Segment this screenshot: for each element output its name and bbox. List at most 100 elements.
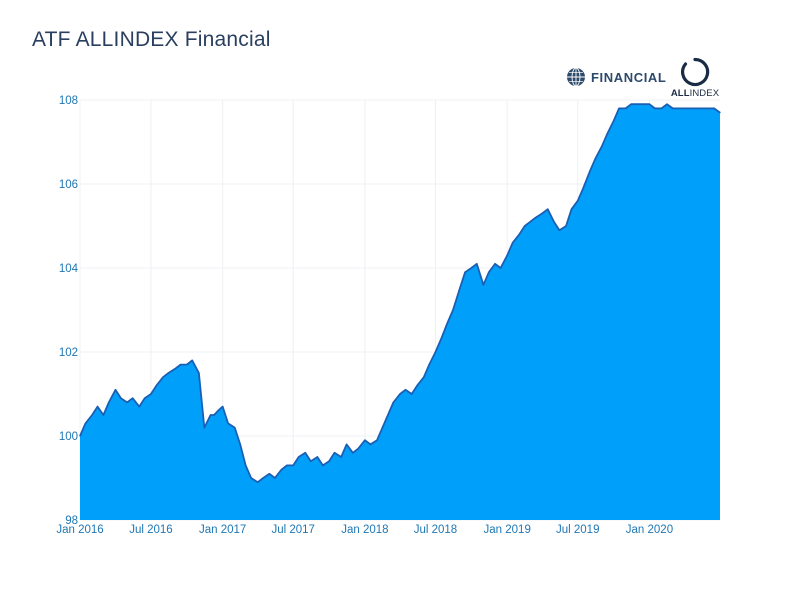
data-point (250, 477, 252, 479)
data-point (167, 372, 170, 374)
data-point (227, 422, 229, 424)
data-point (346, 443, 348, 445)
data-point (198, 372, 200, 374)
data-point (340, 456, 342, 458)
y-tick-label: 106 (59, 179, 78, 191)
data-point (369, 443, 371, 445)
series-line (79, 103, 721, 484)
allindex-logo-bold: ALL (670, 88, 690, 99)
series-area (80, 104, 720, 520)
data-point (524, 225, 526, 227)
data-point (274, 477, 276, 479)
data-point (387, 414, 389, 416)
data-point (316, 456, 318, 458)
x-tick-label: Jul 2017 (271, 524, 314, 536)
data-point (459, 288, 461, 290)
data-point (535, 217, 537, 219)
data-point (512, 242, 514, 244)
data-point (217, 410, 219, 412)
data-point (280, 469, 283, 471)
data-point (209, 414, 212, 416)
data-point (304, 452, 306, 454)
data-point (423, 376, 425, 378)
data-point (155, 385, 157, 387)
chart-title: ATF ALLINDEX Financial (32, 28, 271, 51)
data-point (553, 221, 555, 223)
data-point (446, 322, 449, 324)
data-point (399, 393, 401, 395)
data-point (636, 103, 638, 105)
data-point (713, 107, 715, 109)
data-point (696, 107, 698, 109)
data-point (179, 364, 182, 366)
data-point (529, 221, 531, 223)
allindex-logo: ALLINDEX (668, 57, 722, 101)
x-tick-label: Jul 2018 (414, 524, 457, 536)
data-point (642, 103, 644, 105)
series-layer (79, 103, 721, 520)
data-point (292, 464, 294, 466)
data-point (191, 359, 193, 361)
data-point (120, 397, 122, 399)
data-point (434, 351, 437, 353)
globe-icon (567, 67, 585, 87)
data-point (381, 427, 384, 429)
data-point (102, 414, 104, 416)
data-point (91, 414, 93, 416)
data-point (114, 389, 117, 391)
data-point (84, 422, 87, 424)
allindex-logo-text: ALLINDEX (668, 88, 722, 99)
data-point (518, 233, 520, 235)
x-tick-label: Jan 2019 (484, 524, 531, 536)
data-point (213, 414, 215, 416)
data-point (322, 464, 324, 466)
x-tick-label: Jan 2018 (341, 524, 388, 536)
data-point (392, 401, 394, 403)
data-point (268, 473, 271, 475)
data-point (606, 133, 608, 135)
data-point (203, 427, 205, 429)
data-point (222, 406, 224, 408)
y-tick-label: 104 (59, 263, 79, 275)
y-tick-label: 108 (59, 95, 78, 107)
data-point (162, 376, 164, 378)
data-point (186, 364, 188, 366)
data-point (701, 107, 703, 109)
data-point (677, 107, 679, 109)
data-point (234, 427, 236, 429)
data-point (672, 107, 674, 109)
data-point (239, 443, 241, 445)
data-point (506, 254, 508, 256)
x-tick-label: Jul 2016 (129, 524, 172, 536)
ring-icon (681, 57, 710, 87)
data-point (494, 263, 496, 265)
data-point (719, 112, 721, 114)
data-point (286, 464, 288, 466)
data-point (79, 435, 81, 437)
data-point (352, 452, 354, 454)
data-point (601, 145, 603, 147)
data-point (470, 267, 472, 269)
data-point (482, 284, 485, 286)
data-point (558, 229, 561, 231)
data-point (428, 364, 430, 366)
data-point (630, 103, 632, 105)
data-point (310, 460, 312, 462)
data-point (618, 107, 620, 109)
data-point (589, 170, 591, 172)
x-tick-label: Jan 2016 (56, 524, 103, 536)
data-point (364, 439, 366, 441)
data-point (245, 464, 247, 466)
data-point (262, 477, 264, 479)
data-point (488, 271, 490, 273)
data-point (357, 448, 359, 450)
x-tick-label: Jan 2020 (626, 524, 673, 536)
y-tick-label: 102 (59, 347, 78, 359)
data-point (376, 439, 378, 441)
data-point (404, 389, 407, 391)
data-point (594, 158, 596, 160)
data-point (138, 406, 140, 408)
data-point (126, 401, 128, 403)
data-point (257, 481, 259, 483)
